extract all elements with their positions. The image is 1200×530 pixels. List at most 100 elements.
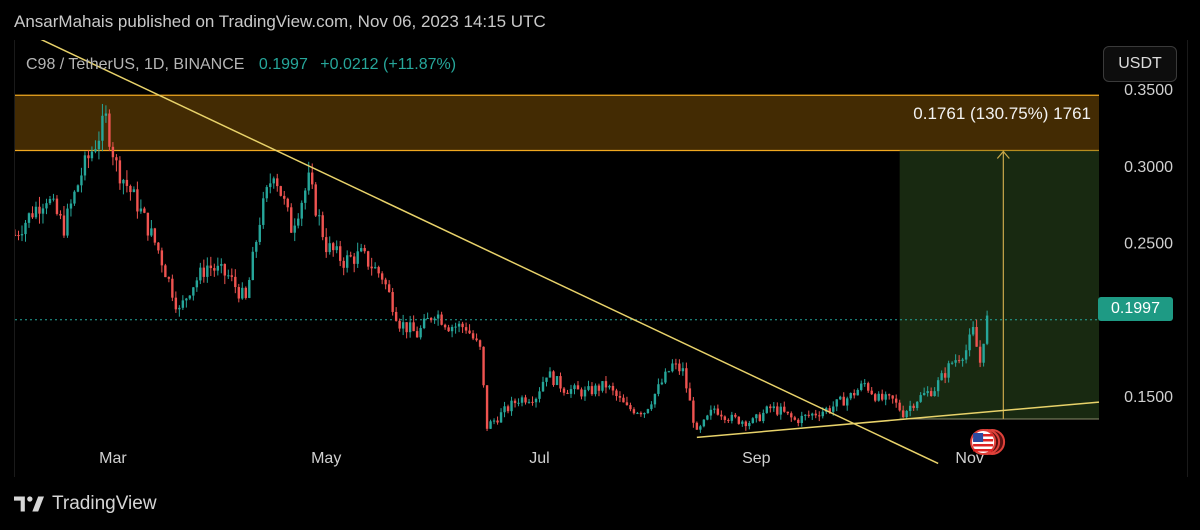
candle-body [139,208,143,212]
candle-body [587,386,590,390]
candle-body [797,419,800,423]
candle-body [164,265,167,278]
candle-body [818,415,821,417]
candle-body [297,218,300,226]
candle-body [503,406,506,413]
candle-body [968,334,971,351]
flag-stripe [973,443,994,447]
candle-body [311,172,314,185]
candle-body [384,279,387,285]
candle-body [213,268,216,271]
candle-body [73,191,76,204]
candle-body [443,324,447,328]
candles-layer [13,103,989,433]
candle-body [964,350,968,360]
candle-body [947,363,950,378]
candle-body [678,363,681,372]
candle-body [702,419,706,427]
candle-body [940,373,943,381]
candle-body [199,267,202,281]
candle-body [922,393,926,396]
candle-body [894,398,898,403]
candle-body [807,414,810,416]
candle-body [20,234,24,236]
candle-body [241,287,244,299]
candle-body [178,307,181,310]
candle-body [832,406,835,412]
y-tick-label: 0.3000 [1124,159,1173,176]
price-chart[interactable]: 0.1761 (130.75%) 1761 Mar May Jul Sep Nov 0.3… [13,34,1187,477]
candle-body [625,402,629,406]
candle-body [17,235,20,237]
candle-body [387,284,391,293]
candle-body [954,360,957,363]
candle-body [160,250,164,266]
candle-body [545,377,548,382]
candle-body [611,385,615,391]
event-marker-layer[interactable] [970,428,1006,455]
candle-body [471,333,475,339]
candle-body [401,322,405,329]
candle-body [248,280,251,298]
candle-body [132,189,136,193]
candle-body [426,318,429,320]
candle-body [594,385,597,395]
candle-body [209,265,213,269]
ascending-trendline [696,401,1100,439]
candle-body [27,213,31,223]
candle-body [251,251,254,281]
candle-body [220,264,223,266]
currency-button[interactable]: USDT [1103,46,1177,82]
measure-arrowhead [996,150,1010,159]
candle-body [783,406,786,412]
candle-body [325,237,328,253]
candle-body [835,399,838,407]
candle-body [849,393,852,399]
candle-body [318,215,321,217]
candle-body [548,371,552,378]
candle-body [45,203,48,209]
candle-body [912,405,915,408]
candle-body [604,381,608,388]
candle-body [790,413,793,418]
candle-body [276,178,279,187]
candle-body [90,151,94,159]
candle-body [143,208,146,213]
candle-body [52,198,55,200]
candle-body [646,409,650,414]
candle-body [905,411,908,418]
candle-body [492,420,496,422]
candle-body [188,295,192,299]
candle-body [66,208,69,236]
candle-body [943,373,947,378]
candle-body [41,208,45,214]
candle-body [727,419,730,421]
candle-body [366,251,370,267]
footer-brand[interactable]: TradingView [52,493,157,514]
candle-body [192,287,195,296]
candle-body [555,376,559,386]
candle-body [744,421,748,427]
candle-body [629,405,632,410]
candle-body [751,418,755,423]
candle-body [608,385,611,388]
candle-body [94,149,97,152]
candle-body [419,328,422,338]
candle-body [496,420,499,423]
candle-body [811,413,814,416]
candle-body [363,248,366,252]
candle-body [534,398,538,403]
candle-body [636,412,639,414]
candle-body [985,315,989,344]
candle-body [681,368,685,372]
candle-body [339,246,342,261]
tradingview-logo-icon[interactable] [14,494,44,514]
candle-body [118,160,122,184]
candle-body [538,391,541,399]
candle-body [699,426,702,430]
candle-body [83,155,87,176]
candle-body [478,340,482,347]
chart-area[interactable]: 0.1761 (130.75%) 1761 Mar May Jul Sep Nov 0.3… [13,34,1188,477]
candle-body [349,255,352,257]
x-tick-label: Jul [529,450,549,467]
